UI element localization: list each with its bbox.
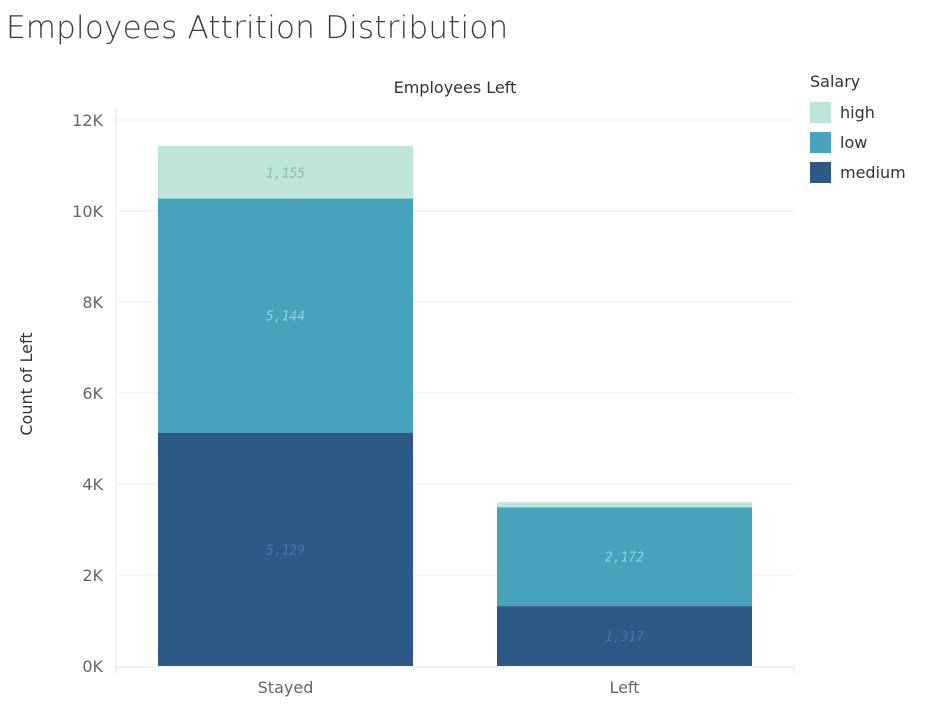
y-tick-label: 6K (82, 384, 103, 403)
bar-stayed-medium (158, 432, 413, 666)
y-axis-label: Count of Left (17, 332, 36, 435)
x-tick-label: Stayed (258, 678, 314, 697)
legend-title: Salary (810, 72, 861, 91)
y-tick-label: 12K (72, 111, 103, 130)
x-tick-label: Left (609, 678, 639, 697)
legend-label-medium: medium (840, 162, 906, 182)
y-tick-label: 10K (72, 202, 103, 221)
data-label: 5,129 (266, 543, 305, 558)
data-label: 1,317 (605, 630, 644, 645)
y-tick-label: 8K (82, 293, 103, 312)
legend-swatch-low (810, 131, 831, 153)
y-tick-label: 0K (82, 657, 103, 676)
legend: Salary high low medium (810, 72, 906, 187)
chart-header: Employees Left (394, 78, 517, 97)
bar-left-medium (497, 606, 752, 666)
legend-item-medium[interactable]: medium (810, 157, 906, 187)
y-tick-label: 4K (82, 475, 103, 494)
legend-label-high: high (840, 102, 875, 122)
bar-left-high (497, 502, 752, 508)
bar-left-low (497, 507, 752, 607)
legend-swatch-high (810, 101, 831, 123)
bar-stayed-low (158, 198, 413, 433)
legend-label-low: low (840, 132, 868, 152)
y-tick-label: 2K (82, 566, 103, 585)
legend-swatch-medium (810, 161, 831, 183)
data-label: 2,172 (605, 551, 644, 566)
data-label: 1,155 (266, 166, 305, 181)
legend-item-low[interactable]: low (810, 127, 906, 157)
bar-stayed-high (158, 146, 413, 199)
legend-item-high[interactable]: high (810, 97, 906, 127)
data-label: 5,144 (266, 310, 305, 325)
page-title: Employees Attrition Distribution (6, 10, 509, 46)
